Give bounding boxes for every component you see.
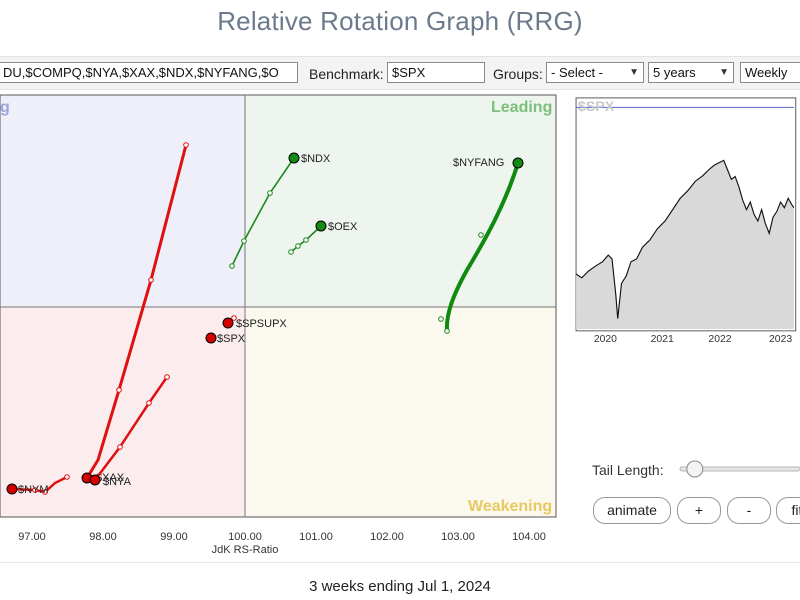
- label-oex: $OEX: [328, 221, 358, 233]
- slider-handle[interactable]: [686, 460, 704, 478]
- period-select[interactable]: 5 years ▼: [648, 62, 734, 83]
- weakening-quadrant: [245, 307, 556, 517]
- x-tick-label: 103.00: [441, 531, 475, 543]
- nyfang-tail[interactable]: [438, 157, 524, 334]
- spx-price-area: [576, 160, 794, 329]
- groups-label: Groups:: [493, 66, 543, 82]
- label-nym: $NYM: [18, 484, 49, 496]
- x-tick-label: 100.00: [228, 531, 262, 543]
- leading-label: Leading: [491, 99, 552, 116]
- lagging-quadrant: [0, 307, 245, 517]
- x-tick-label: 99.00: [160, 531, 188, 543]
- zoom-in-button[interactable]: +: [677, 497, 721, 524]
- period-select-value: 5 years: [653, 65, 696, 80]
- x-tick-label: 98.00: [89, 531, 117, 543]
- benchmark-label: Benchmark:: [309, 66, 384, 82]
- rrg-chart[interactable]: g Leading Weakening $NDX $OEX $NYFANG $X…: [0, 90, 560, 560]
- weakening-label: Weakening: [468, 498, 552, 515]
- frequency-select-value: Weekly: [745, 65, 788, 80]
- spx-price-line: [575, 159, 795, 319]
- fit-button[interactable]: fit: [776, 497, 800, 524]
- label-xax: $XAX: [96, 472, 125, 484]
- price-x-tick: 2023: [769, 334, 792, 345]
- price-x-axis: 2020 2021 2022 2023: [594, 334, 793, 345]
- nym-tail[interactable]: [6, 474, 70, 495]
- frequency-select[interactable]: Weekly: [740, 62, 800, 83]
- x-tick-label: 101.00: [299, 531, 333, 543]
- spsupx-tail[interactable]: [222, 315, 237, 329]
- x-axis-label: JdK RS-Ratio: [212, 544, 279, 556]
- ndx-tail[interactable]: [229, 152, 300, 269]
- zoom-out-button[interactable]: -: [727, 497, 771, 524]
- nya-tail[interactable]: [89, 374, 170, 486]
- price-x-tick: 2022: [708, 334, 731, 345]
- page-title: Relative Rotation Graph (RRG): [217, 6, 583, 36]
- x-tick-label: 97.00: [18, 531, 46, 543]
- chevron-down-icon: ▼: [629, 67, 639, 78]
- price-x-tick: 2020: [594, 334, 617, 345]
- label-nyfang: $NYFANG: [453, 157, 504, 169]
- benchmark-input[interactable]: $SPX: [387, 62, 485, 83]
- price-x-tick: 2021: [651, 334, 674, 345]
- improving-label: g: [0, 99, 10, 116]
- plot-border: [0, 94, 557, 518]
- x-tick-label: 102.00: [370, 531, 404, 543]
- date-range-status: 3 weeks ending Jul 1, 2024: [309, 578, 491, 595]
- spx-point[interactable]: [205, 332, 217, 344]
- footer-divider: [0, 562, 800, 563]
- groups-select[interactable]: - Select - ▼: [546, 62, 644, 83]
- toolbar: DU,$COMPQ,$NYA,$XAX,$NDX,$NYFANG,$O Benc…: [0, 56, 800, 90]
- oex-tail[interactable]: [288, 220, 327, 255]
- animate-button[interactable]: animate: [593, 497, 671, 524]
- tail-length-slider[interactable]: [676, 459, 800, 479]
- symbols-input[interactable]: DU,$COMPQ,$NYA,$XAX,$NDX,$NYFANG,$O: [0, 62, 298, 83]
- groups-select-value: - Select -: [551, 65, 604, 80]
- label-nya: $NYA: [103, 476, 132, 488]
- improving-quadrant: [0, 95, 245, 307]
- chevron-down-icon: ▼: [719, 67, 729, 78]
- price-chart-symbol: $SPX: [578, 99, 615, 115]
- label-ndx: $NDX: [301, 153, 331, 165]
- label-spsupx: $SPSUPX: [236, 318, 287, 330]
- x-axis: 97.00 98.00 99.00 100.00 101.00 102.00 1…: [18, 531, 546, 543]
- leading-quadrant: [245, 95, 556, 307]
- slider-track: [679, 466, 800, 472]
- xax-tail[interactable]: [81, 142, 189, 484]
- label-spx: $SPX: [217, 333, 246, 345]
- x-tick-label: 104.00: [512, 531, 546, 543]
- tail-length-label: Tail Length:: [592, 462, 664, 478]
- price-chart[interactable]: $SPX 2020 2021 2022 2023: [568, 96, 800, 346]
